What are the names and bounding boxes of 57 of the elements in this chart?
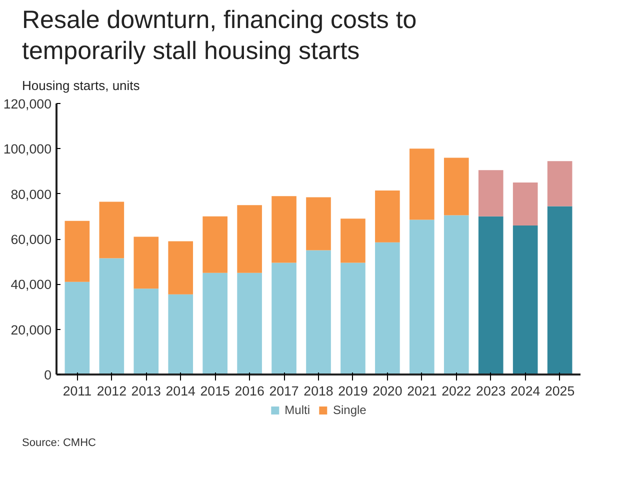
- x-tick-label: 2024: [510, 384, 541, 398]
- x-tick-label: 2011: [62, 384, 92, 398]
- bar: [340, 218, 366, 263]
- bar: [64, 282, 90, 374]
- legend-label: Single: [332, 403, 366, 417]
- x-tick-label: 2025: [544, 384, 575, 398]
- x-tick-label: 2022: [442, 384, 472, 398]
- legend-label: Multi: [284, 403, 310, 417]
- x-tick-label: 2023: [476, 384, 506, 398]
- bar: [410, 148, 434, 220]
- y-tick-label: 60,000: [10, 232, 52, 247]
- y-tick-label: 40,000: [10, 277, 52, 292]
- y-tick-label: 80,000: [10, 186, 52, 202]
- bar: [375, 242, 400, 374]
- bar: [99, 258, 124, 374]
- bar: [168, 294, 194, 374]
- bar: [237, 272, 262, 374]
- bar: [410, 220, 434, 374]
- bar: [134, 288, 159, 374]
- bar: [444, 215, 469, 374]
- bar: [478, 170, 504, 216]
- x-tick-label: 2019: [338, 384, 368, 398]
- y-axis-title: Housing starts, units: [22, 77, 140, 95]
- bar: [202, 272, 228, 374]
- source-note: Source: CMHC: [22, 436, 96, 451]
- x-tick-label: 2018: [304, 384, 334, 398]
- x-tick-label: 2020: [372, 384, 402, 398]
- bar: [512, 182, 538, 226]
- bar: [478, 216, 504, 374]
- bar: [547, 161, 572, 206]
- x-tick-label: 2016: [234, 384, 264, 398]
- x-tick-label: 2014: [166, 384, 196, 398]
- y-tick-label: 100,000: [3, 142, 52, 157]
- x-tick-label: 2013: [131, 384, 161, 398]
- y-tick-label: 120,000: [3, 96, 52, 112]
- bar: [272, 196, 296, 263]
- bar: [99, 202, 124, 258]
- y-tick-label: 20,000: [10, 322, 52, 338]
- bar: [202, 216, 228, 273]
- bar: [306, 197, 331, 250]
- bar: [340, 262, 366, 374]
- bar: [444, 158, 469, 216]
- bar: [375, 190, 400, 242]
- y-tick-label: 0: [44, 368, 52, 382]
- chart-title: Resale downturn, financing costs to temporarily stall housing starts: [22, 5, 418, 67]
- x-tick-label: 2017: [269, 384, 299, 398]
- x-tick-label: 2021: [407, 384, 437, 398]
- bar: [168, 241, 194, 294]
- bar: [306, 250, 331, 374]
- x-tick-label: 2012: [96, 384, 126, 398]
- bar: [547, 206, 572, 374]
- bar: [64, 220, 90, 282]
- bar: [512, 225, 538, 374]
- bar: [237, 205, 262, 273]
- bar: [134, 236, 159, 289]
- x-tick-label: 2015: [200, 384, 230, 398]
- bar: [272, 262, 296, 374]
